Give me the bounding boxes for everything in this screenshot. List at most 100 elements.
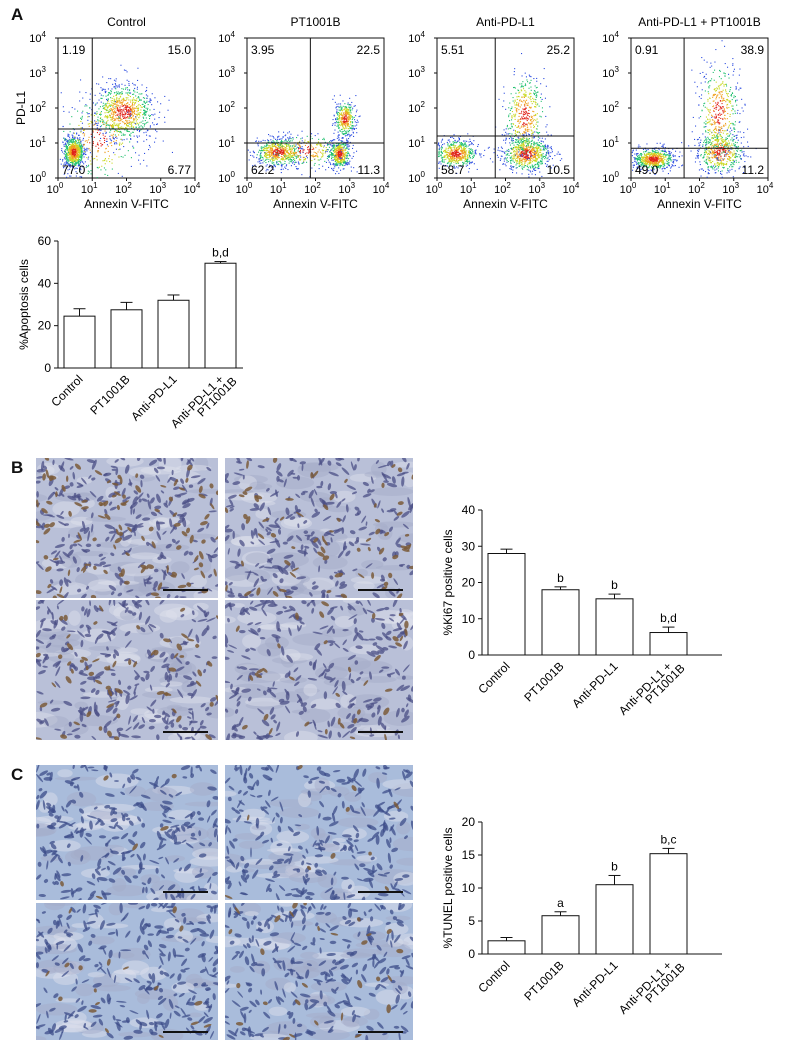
flow-plot-title: Anti-PD-L1 + PT1001B — [638, 15, 760, 29]
panel-label-b: B — [11, 458, 24, 477]
x-tick-label: 102 — [688, 181, 705, 196]
tunel-micrograph-control — [36, 765, 218, 900]
y-tick-label: 103 — [218, 65, 235, 80]
bar — [595, 598, 634, 656]
x-tick-label: 104 — [563, 181, 580, 196]
bar — [487, 940, 526, 955]
quadrant-upper-left: 1.19 — [62, 43, 86, 57]
quadrant-upper-left: 3.95 — [251, 43, 275, 57]
bar — [157, 299, 190, 369]
significance-label: b — [557, 571, 564, 585]
x-tick-label: 104 — [757, 181, 774, 196]
x-tick-label: 100 — [426, 181, 443, 196]
y-tick-label: 0 — [44, 361, 51, 375]
quadrant-lower-left: 58.7 — [441, 163, 465, 177]
ki67-micrograph-control — [36, 458, 218, 598]
y-tick-label: 100 — [408, 170, 425, 185]
quadrant-lower-right: 11.3 — [358, 163, 381, 177]
y-tick-label: 101 — [408, 135, 425, 150]
y-tick-label: 104 — [408, 30, 425, 45]
quadrant-lower-left: 77.0 — [62, 163, 86, 177]
x-axis-label: Annexin V-FITC — [463, 197, 548, 211]
y-tick-label: 102 — [29, 100, 46, 115]
bar — [487, 553, 526, 656]
y-tick-label: 101 — [218, 135, 235, 150]
y-tick-label: 104 — [218, 30, 235, 45]
bar — [541, 915, 580, 955]
x-tick-label: 102 — [494, 181, 511, 196]
y-tick-label: 10 — [462, 881, 476, 895]
significance-label: b — [611, 578, 618, 592]
y-tick-label: 100 — [602, 170, 619, 185]
y-tick-label: 40 — [38, 276, 52, 290]
y-tick-label: 103 — [408, 65, 425, 80]
quadrant-upper-right: 22.5 — [357, 43, 381, 57]
y-tick-label: 104 — [29, 30, 46, 45]
tunel-micrograph-pt1001b — [225, 765, 413, 900]
significance-label: b — [611, 859, 618, 873]
y-tick-label: 0 — [468, 648, 475, 662]
y-tick-label: 104 — [602, 30, 619, 45]
tunel-bar-chart: 0 5 10 15 20 %TUNEL positive cells Control a PT1… — [441, 815, 722, 1017]
y-tick-label: 40 — [462, 503, 476, 517]
y-tick-label: 20 — [38, 319, 52, 333]
y-axis-label: %TUNEL positive cells — [441, 828, 455, 949]
x-tick-label: 103 — [338, 181, 355, 196]
x-tick-label: 100 — [236, 181, 253, 196]
quadrant-lower-left: 62.2 — [251, 163, 275, 177]
ki67-bar-chart: 0 10 20 30 40 %Ki67 positive cells Control b PT1… — [441, 503, 722, 718]
quadrant-upper-right: 38.9 — [741, 43, 765, 57]
significance-label: a — [557, 896, 564, 910]
quadrant-lower-left: 49.0 — [635, 163, 659, 177]
y-tick-label: 100 — [218, 170, 235, 185]
bar — [204, 262, 237, 369]
x-tick-label: Control — [475, 659, 512, 696]
quadrant-upper-right: 15.0 — [168, 43, 192, 57]
x-tick-label: 100 — [620, 181, 637, 196]
bar — [63, 315, 96, 369]
y-tick-label: 20 — [462, 576, 476, 590]
x-tick-label: 101 — [270, 181, 287, 196]
significance-label: b,c — [660, 832, 676, 846]
y-tick-label: 30 — [462, 539, 476, 553]
x-tick-label: PT1001B — [87, 372, 132, 417]
x-tick-label: Anti-PD-L1 — [569, 659, 621, 711]
y-axis-label: %Ki67 positive cells — [441, 529, 455, 635]
ki67-micrograph-combination — [225, 600, 413, 740]
y-tick-label: 5 — [468, 914, 475, 928]
y-tick-label: 102 — [218, 100, 235, 115]
bar — [649, 853, 688, 955]
y-tick-label: 15 — [462, 848, 476, 862]
panel-label-a: A — [11, 5, 24, 24]
flow-plot-frame — [436, 37, 575, 179]
bar — [541, 589, 580, 656]
tunel-micrograph-anti-pd-l1 — [36, 903, 218, 1040]
y-tick-label: 102 — [602, 100, 619, 115]
flow-plot-title: PT1001B — [290, 15, 340, 29]
bar — [595, 884, 634, 955]
bar — [110, 309, 143, 369]
x-axis-label: Annexin V-FITC — [273, 197, 358, 211]
ki67-micrograph-pt1001b — [225, 458, 413, 598]
x-axis-label: Annexin V-FITC — [84, 197, 169, 211]
y-tick-label: 102 — [408, 100, 425, 115]
x-tick-label: Control — [475, 958, 512, 995]
ki67-micrograph-anti-pd-l1 — [36, 600, 218, 740]
y-tick-label: 0 — [468, 947, 475, 961]
panel-label-c: C — [11, 765, 24, 784]
bar — [649, 632, 688, 656]
x-tick-label: 103 — [722, 181, 739, 196]
y-tick-label: 10 — [462, 612, 476, 626]
x-tick-label: Control — [48, 372, 85, 409]
x-tick-label: 102 — [304, 181, 321, 196]
quadrant-upper-left: 5.51 — [441, 43, 465, 57]
x-tick-label: PT1001B — [521, 958, 566, 1003]
x-tick-label: 100 — [47, 181, 64, 196]
x-tick-label: 101 — [654, 181, 671, 196]
tunel-micrograph-combination — [225, 903, 413, 1040]
